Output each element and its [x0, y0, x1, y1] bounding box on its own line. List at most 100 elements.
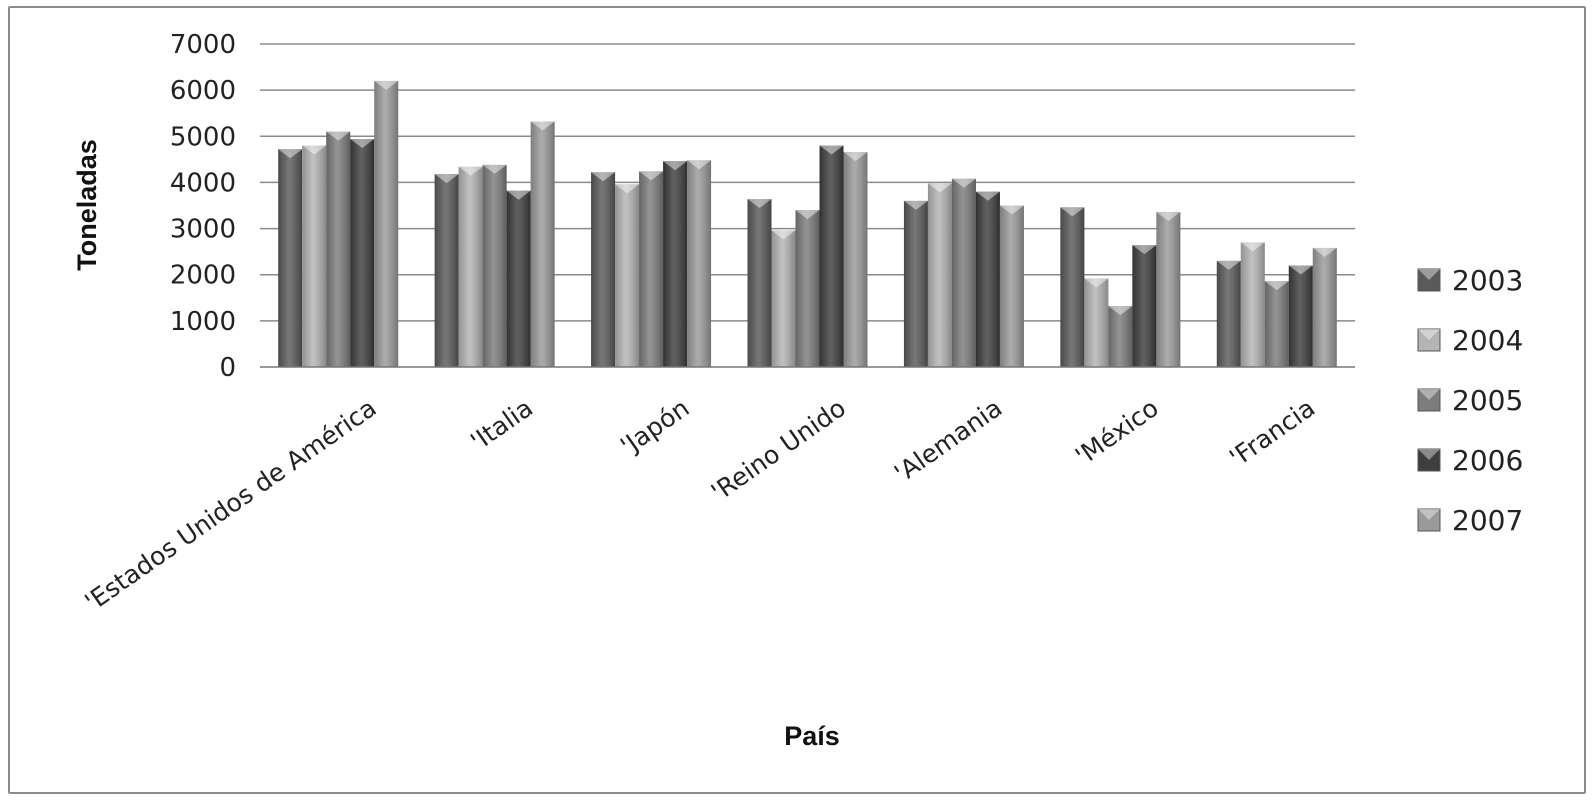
bar-top-bevel — [1084, 278, 1109, 288]
bar-shading — [975, 191, 1000, 367]
bar-top-bevel — [927, 183, 952, 193]
chart-frame — [8, 6, 1586, 794]
y-axis-ticks: 0 1000 2000 3000 4000 5000 6000 7000 — [170, 30, 236, 383]
x-category-label: 'Francia — [1224, 393, 1320, 472]
legend-swatch — [1417, 508, 1441, 532]
bar-top-bevel — [1108, 306, 1133, 316]
bar-top-bevel — [1060, 207, 1085, 217]
y-tick-label: 1000 — [170, 307, 236, 337]
y-tick-label: 3000 — [170, 215, 236, 245]
x-category-label: 'Japón — [615, 393, 694, 461]
bar-shading — [999, 205, 1024, 367]
bar-shading — [951, 178, 976, 367]
bar-shading — [1156, 211, 1181, 367]
bar-shading — [530, 121, 555, 368]
bar-top-bevel — [975, 191, 1000, 201]
legend-label: 2007 — [1452, 504, 1523, 537]
bar-shading — [591, 172, 616, 367]
bar-top-bevel — [1312, 247, 1337, 257]
y-tick-label: 6000 — [170, 76, 236, 106]
y-tick-label: 2000 — [170, 261, 236, 291]
bar-shading — [326, 131, 351, 367]
bar-shading — [639, 171, 664, 367]
bar-top-bevel — [951, 178, 976, 188]
legend-label: 2003 — [1452, 264, 1523, 297]
bar-top-bevel — [795, 210, 820, 220]
bar-shading — [1132, 245, 1157, 367]
bar-top-bevel — [350, 139, 375, 149]
bar-shading — [302, 145, 327, 367]
x-category-label: 'Reino Unido — [706, 393, 851, 507]
x-category-label: 'Italia — [465, 393, 538, 456]
bar-top-bevel — [1156, 211, 1181, 221]
bar-top-bevel — [639, 171, 664, 181]
legend-swatch — [1417, 448, 1441, 472]
bar-top-bevel — [999, 205, 1024, 215]
bar-top-bevel — [302, 145, 327, 155]
bars — [278, 80, 1337, 368]
bar-shading — [615, 184, 640, 367]
legend-swatch-bevel — [1418, 389, 1440, 400]
bar-shading — [1264, 281, 1289, 367]
bar-top-bevel — [771, 230, 796, 240]
bar-top-bevel — [1264, 281, 1289, 291]
bar-top-bevel — [615, 184, 640, 194]
bar-top-bevel — [458, 166, 483, 176]
y-tick-label: 4000 — [170, 168, 236, 198]
legend-label: 2004 — [1452, 324, 1523, 357]
bar-top-bevel — [434, 174, 459, 184]
bar-shading — [1216, 260, 1241, 367]
bar-top-bevel — [278, 149, 303, 159]
bar-shading — [663, 161, 688, 367]
legend-swatch-bevel — [1418, 509, 1440, 520]
bar-shading — [458, 166, 483, 367]
legend-swatch-bevel — [1418, 269, 1440, 280]
bar-shading — [795, 210, 820, 367]
bar-top-bevel — [663, 161, 688, 171]
x-axis-category-labels: 'Estados Unidos de América 'Italia 'Japón '… — [80, 393, 1321, 617]
bar-top-bevel — [747, 199, 772, 209]
bar-shading — [374, 80, 399, 368]
bar-shading — [350, 139, 375, 367]
y-tick-label: 7000 — [170, 30, 236, 60]
bar-top-bevel — [819, 145, 844, 155]
x-category-label: 'Alemania — [889, 393, 1007, 488]
legend-swatch — [1417, 328, 1441, 352]
bar-shading — [1312, 247, 1337, 367]
bar-top-bevel — [1132, 245, 1157, 255]
bar-shading — [843, 151, 868, 367]
y-tick-label: 0 — [219, 353, 236, 383]
x-category-label: 'México — [1070, 393, 1164, 471]
bar-top-bevel — [530, 121, 555, 131]
bar-shading — [903, 200, 928, 367]
bar-shading — [819, 145, 844, 367]
bar-top-bevel — [326, 131, 351, 141]
y-tick-label: 5000 — [170, 122, 236, 152]
legend-label: 2006 — [1452, 444, 1523, 477]
legend-swatch — [1417, 268, 1441, 292]
y-axis-title: Toneladas — [72, 139, 102, 271]
bar-shading — [687, 160, 712, 367]
legend-swatch-bevel — [1418, 449, 1440, 460]
x-axis-title: País — [784, 721, 840, 751]
bar-top-bevel — [506, 190, 531, 200]
bar-shading — [1240, 242, 1265, 367]
bar-top-bevel — [687, 160, 712, 170]
bar-shading — [1288, 265, 1313, 367]
bar-shading — [771, 230, 796, 367]
bar-shading — [1060, 207, 1085, 367]
bar-top-bevel — [374, 80, 399, 90]
bar-shading — [1108, 306, 1133, 367]
bar-top-bevel — [843, 151, 868, 161]
bar-top-bevel — [903, 200, 928, 210]
bar-shading — [506, 190, 531, 367]
bar-top-bevel — [482, 164, 507, 174]
legend-label: 2005 — [1452, 384, 1523, 417]
bar-shading — [278, 149, 303, 367]
bar-top-bevel — [591, 172, 616, 182]
legend-swatch-bevel — [1418, 329, 1440, 340]
bar-shading — [1084, 278, 1109, 367]
bar-shading — [747, 199, 772, 367]
bar-top-bevel — [1288, 265, 1313, 275]
